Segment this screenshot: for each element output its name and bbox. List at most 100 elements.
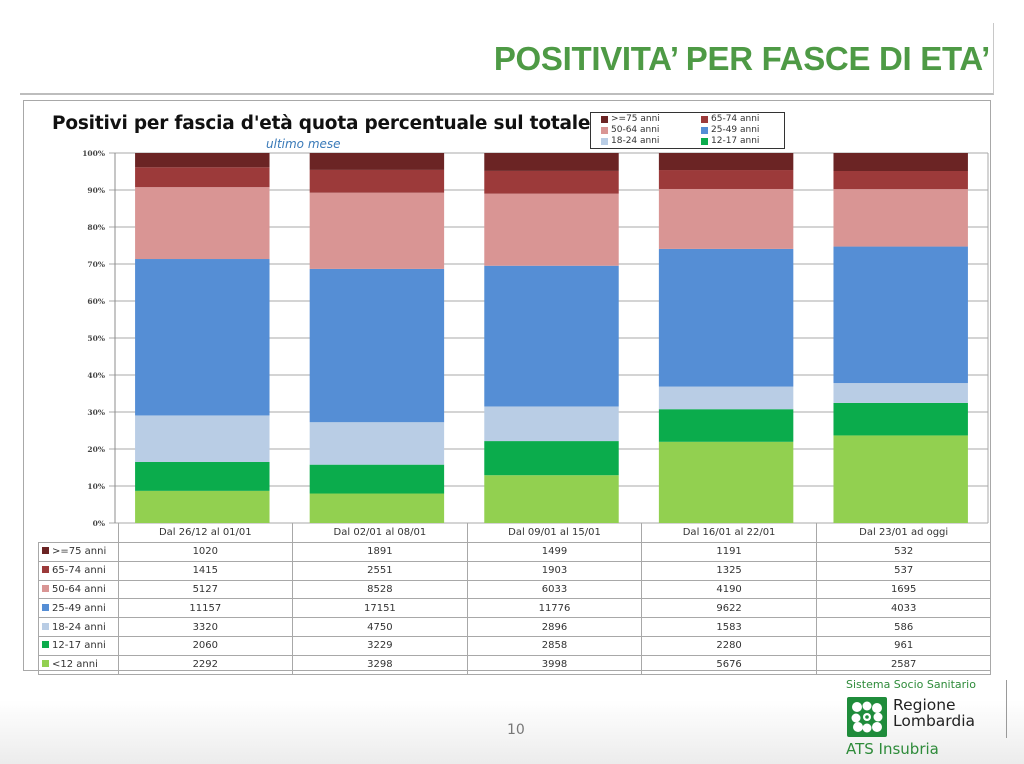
bar-segment (484, 475, 619, 523)
x-category-label: Dal 23/01 ad oggi (815, 523, 992, 543)
legend-swatch (42, 660, 49, 668)
chart-subtitle: ultimo mese (266, 137, 341, 151)
logo-name: Regione Lombardia (893, 697, 975, 729)
bar-segment (309, 192, 445, 269)
table-cell-value: 586 (815, 617, 992, 637)
series-label-cell: 25-49 anni (38, 598, 119, 619)
bar-segment (484, 265, 619, 407)
legend-label: 18-24 anni (611, 136, 660, 146)
table-cell-value: 3998 (466, 654, 643, 675)
x-category-label: Dal 09/01 al 15/01 (466, 523, 643, 543)
title-frame (20, 23, 994, 95)
x-category-label: Dal 02/01 al 08/01 (292, 523, 468, 543)
bar-segment (658, 441, 794, 523)
regione-lombardia-logo: Sistema Socio Sanitario Regione Lombardi… (846, 678, 1006, 764)
series-label: 50-64 anni (52, 583, 106, 595)
y-tick-label: 90% (87, 186, 105, 195)
bar-segment (135, 187, 270, 260)
logo-divider (1006, 680, 1007, 738)
table-row: 25-49 anni 11157 17151 11776 9622 4033 (38, 598, 992, 619)
bar-segment (658, 409, 794, 442)
legend-swatch (701, 126, 708, 134)
table-cell-value: 3298 (292, 654, 468, 675)
legend-swatch (601, 126, 608, 134)
bar-segment (309, 464, 445, 494)
table-cell-value: 11776 (466, 598, 643, 619)
table-cell-value: 2551 (292, 560, 468, 581)
series-label: 18-24 anni (52, 621, 106, 633)
bar-segment (833, 246, 968, 384)
bar-segment (484, 193, 619, 266)
y-tick-label: 20% (87, 445, 105, 454)
logo-name-line2: Lombardia (893, 712, 976, 730)
x-category-label: Dal 16/01 al 22/01 (641, 523, 817, 543)
table-cell-value: 17151 (292, 598, 468, 619)
legend-label: 12-17 anni (711, 136, 760, 146)
bar-segment (484, 153, 619, 171)
series-label: 25-49 anni (52, 602, 106, 614)
table-cell-value: 1499 (466, 542, 643, 562)
table-corner (39, 523, 119, 543)
table-cell-value: 4750 (292, 617, 468, 637)
bar-segment (309, 169, 445, 193)
table-row: <12 anni 2292 3298 3998 5676 2587 (38, 654, 992, 675)
y-tick-label: 100% (82, 149, 105, 158)
table-cell-value: 2060 (117, 635, 294, 656)
table-cell-value: 532 (815, 542, 992, 562)
table-cell-value: 1891 (292, 542, 468, 562)
legend-swatch (42, 622, 49, 630)
legend-swatch (42, 584, 49, 592)
bar-segment (135, 461, 270, 491)
table-cell-value: 961 (815, 635, 992, 656)
legend-label: 50-64 anni (611, 125, 660, 135)
legend-item: 12-17 anni (701, 136, 759, 146)
table-cell-value: 1695 (815, 579, 992, 600)
table-cell-value: 1903 (466, 560, 643, 581)
legend-swatch (42, 641, 49, 649)
bar-segment (658, 153, 794, 171)
data-table: Dal 26/12 al 01/01 Dal 02/01 al 08/01 Dal … (38, 523, 992, 675)
legend-swatch (701, 115, 708, 123)
bar-segment (135, 415, 270, 462)
series-label-cell: >=75 anni (38, 542, 119, 562)
bar-segment (833, 435, 968, 523)
table-cell-value: 1415 (117, 560, 294, 581)
table-cell-value: 2858 (466, 635, 643, 656)
table-cell-value: 1020 (117, 542, 294, 562)
legend-swatch (42, 547, 49, 555)
y-tick-label: 10% (87, 482, 105, 491)
legend-swatch (601, 115, 608, 123)
logo-top-text: Sistema Socio Sanitario (846, 678, 976, 691)
legend-item: 65-74 anni (701, 114, 759, 124)
table-cell-value: 6033 (466, 579, 643, 600)
legend-label: 25-49 anni (711, 125, 760, 135)
table-cell-value: 1325 (641, 560, 817, 581)
table-cell-value: 11157 (117, 598, 294, 619)
rosa-camuna-icon (847, 697, 887, 737)
legend-swatch (42, 603, 49, 611)
y-tick-label: 80% (87, 223, 105, 232)
legend-label: 65-74 anni (711, 114, 760, 124)
table-cell-value: 3229 (292, 635, 468, 656)
y-tick-label: 50% (87, 334, 105, 343)
bar-segment (484, 441, 619, 476)
bar-segment (484, 170, 619, 194)
y-tick-label: 40% (87, 371, 105, 380)
table-cell-value: 2896 (466, 617, 643, 637)
table-cell-value: 8528 (292, 579, 468, 600)
series-label-cell: 50-64 anni (38, 579, 119, 600)
bar-segment (658, 188, 794, 249)
series-label: 12-17 anni (52, 640, 106, 652)
table-row: >=75 anni 1020 1891 1499 1191 532 (38, 542, 992, 562)
bar-segment (135, 167, 270, 188)
bar-segment (833, 189, 968, 247)
bar-segment (658, 248, 794, 387)
bar-segment (135, 259, 270, 416)
legend-swatch (701, 137, 708, 145)
table-cell-value: 2587 (815, 654, 992, 675)
x-category-label: Dal 26/12 al 01/01 (117, 523, 294, 543)
bar-segment (484, 406, 619, 442)
y-tick-label: 30% (87, 408, 105, 417)
legend-item: >=75 anni (601, 114, 660, 124)
